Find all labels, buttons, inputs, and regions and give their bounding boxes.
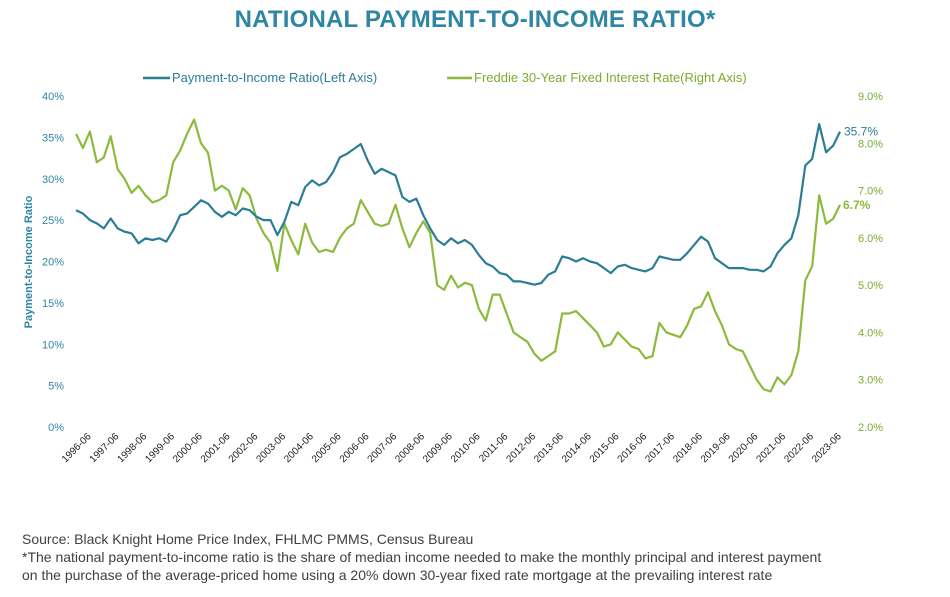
x-tick-label: 2003-06 (254, 431, 288, 465)
x-tick-label: 2017-06 (643, 431, 677, 465)
end-label-ratio: 35.7% (844, 125, 878, 139)
legend-label-ratio: Payment-to-Income Ratio(Left Axis) (172, 70, 377, 85)
x-tick-label: 2015-06 (588, 431, 622, 465)
y-right-tick-label: 6.0% (858, 233, 883, 245)
x-tick-label: 2006-06 (338, 431, 372, 465)
y-left-tick-label: 40% (42, 91, 64, 103)
x-tick-label: 2004-06 (282, 431, 316, 465)
x-tick-label: 2021-06 (755, 431, 789, 465)
x-tick-label: 2009-06 (421, 431, 455, 465)
x-tick-label: 2001-06 (199, 431, 233, 465)
x-tick-label: 2007-06 (366, 431, 400, 465)
x-tick-label: 1998-06 (116, 431, 150, 465)
y-right-tick-label: 2.0% (858, 422, 883, 434)
x-tick-label: 2023-06 (810, 431, 844, 465)
x-tick-label: 2000-06 (171, 431, 205, 465)
y-right-tick-label: 4.0% (858, 327, 883, 339)
x-tick-label: 2016-06 (616, 431, 650, 465)
legend-label-rate: Freddie 30-Year Fixed Interest Rate(Righ… (474, 70, 747, 85)
footnote-line-1: *The national payment-to-income ratio is… (22, 549, 822, 565)
y-right-tick-label: 8.0% (858, 138, 883, 150)
y-left-tick-label: 5% (48, 381, 64, 393)
x-tick-label: 2010-06 (449, 431, 483, 465)
x-tick-label: 2013-06 (532, 431, 566, 465)
chart-footer: Source: Black Knight Home Price Index, F… (22, 530, 942, 584)
series-line-interest-rate (75, 118, 841, 393)
source-note: Source: Black Knight Home Price Index, F… (22, 531, 474, 547)
end-label-rate: 6.7% (843, 198, 871, 212)
y-right-tick-label: 3.0% (858, 375, 883, 387)
x-tick-label: 2008-06 (393, 431, 427, 465)
y-right-tick-label: 5.0% (858, 280, 883, 292)
x-tick-label: 2002-06 (227, 431, 261, 465)
chart-title: NATIONAL PAYMENT-TO-INCOME RATIO* (234, 6, 716, 33)
footnote-line-2: on the purchase of the average-priced ho… (22, 567, 773, 583)
x-tick-label: 2020-06 (727, 431, 761, 465)
y-left-tick-label: 30% (42, 174, 64, 186)
y-left-tick-label: 25% (42, 215, 64, 227)
x-tick-label: 2019-06 (699, 431, 733, 465)
x-tick-label: 1997-06 (88, 431, 122, 465)
y-left-tick-label: 15% (42, 298, 64, 310)
y-left-tick-label: 0% (48, 422, 64, 434)
y-right-tick-label: 7.0% (858, 186, 883, 198)
x-tick-label: 1996-06 (60, 431, 94, 465)
x-tick-label: 2005-06 (310, 431, 344, 465)
y-right-tick-label: 9.0% (858, 91, 883, 103)
x-tick-label: 1999-06 (143, 431, 177, 465)
y-left-axis-title: Payment-to-Income Ratio (23, 195, 35, 328)
y-left-tick-label: 35% (42, 132, 64, 144)
series-line-payment-ratio (75, 123, 841, 286)
x-tick-label: 2018-06 (671, 431, 705, 465)
x-tick-label: 2022-06 (782, 431, 816, 465)
line-chart: Payment-to-Income Ratio(Left Axis) Freddi… (23, 70, 883, 465)
y-left-tick-label: 20% (42, 257, 64, 269)
x-tick-label: 2014-06 (560, 431, 594, 465)
y-left-tick-label: 10% (42, 339, 64, 351)
x-tick-label: 2012-06 (504, 431, 538, 465)
